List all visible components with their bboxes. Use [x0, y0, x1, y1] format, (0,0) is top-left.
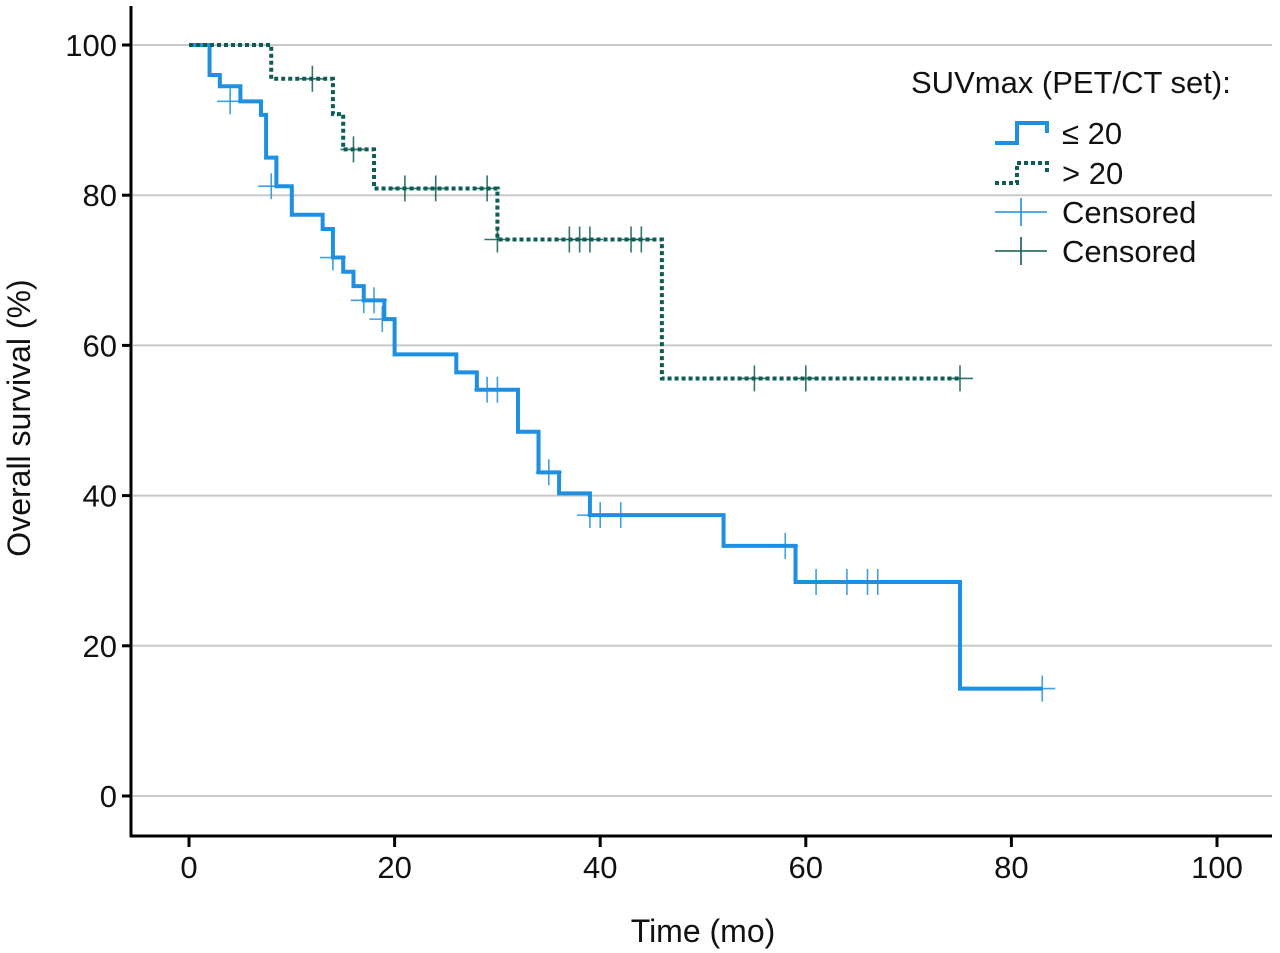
legend-censor-label-1: Censored — [1062, 195, 1196, 230]
legend-label-1: ≤ 20 — [1062, 116, 1122, 151]
x-tick-label-40: 40 — [583, 850, 617, 885]
censor-mark — [361, 287, 388, 314]
legend-swatch-1 — [995, 121, 1049, 145]
censor-mark — [628, 226, 655, 253]
series — [189, 43, 1056, 702]
censor-mark — [607, 502, 634, 529]
censor-mark — [474, 175, 501, 202]
censor-mark — [299, 65, 326, 92]
censor-mark — [576, 226, 603, 253]
legend-items: ≤ 20 > 20 Censored Censored — [995, 116, 1196, 269]
legend-item-1: ≤ 20 — [995, 116, 1122, 151]
y-axis-title: Overall survival (%) — [1, 279, 37, 556]
legend-censor-item-2: Censored — [995, 234, 1196, 269]
censor-mark — [772, 532, 799, 559]
censor-mark — [741, 365, 768, 392]
x-tick-label-20: 20 — [377, 850, 411, 885]
censor-mark — [258, 173, 285, 200]
legend-censor-label-2: Censored — [1062, 234, 1196, 269]
survival-curve-1 — [189, 43, 1043, 691]
censor-mark — [484, 376, 511, 403]
x-tick-label-0: 0 — [180, 850, 197, 885]
censor-mark — [792, 365, 819, 392]
legend-item-2: > 20 — [995, 156, 1123, 191]
series-1 — [189, 43, 1056, 702]
legend-label-2: > 20 — [1062, 156, 1123, 191]
axes — [129, 6, 1272, 838]
y-tick-label-20: 20 — [83, 629, 117, 664]
legend-swatch-2 — [995, 161, 1049, 185]
censor-mark — [217, 88, 244, 115]
legend-censor-item-1: Censored — [995, 195, 1196, 230]
legend: SUVmax (PET/CT set): ≤ 20 > 20 Censored Cen… — [911, 65, 1231, 269]
gridlines — [133, 44, 1272, 797]
censor-mark — [391, 175, 418, 202]
y-tick-label-60: 60 — [83, 328, 117, 363]
x-tick-label-60: 60 — [789, 850, 823, 885]
x-axis-title: Time (mo) — [631, 913, 776, 949]
censor-mark — [340, 136, 367, 163]
censor-mark — [319, 244, 346, 271]
x-tick-label-80: 80 — [994, 850, 1028, 885]
censor-mark — [1029, 675, 1056, 702]
y-tick-label-40: 40 — [83, 479, 117, 514]
y-tick-label-80: 80 — [83, 178, 117, 213]
censor-mark — [864, 568, 891, 595]
censor-mark — [484, 226, 511, 253]
censor-mark — [535, 459, 562, 486]
censor-mark — [947, 365, 973, 392]
y-tick-label-100: 100 — [65, 28, 117, 63]
ticks: 0 20 40 60 80 100 0 20 40 60 80 100 — [65, 28, 1243, 885]
censor-mark — [422, 175, 449, 202]
x-tick-label-100: 100 — [1191, 850, 1243, 885]
series-2 — [189, 43, 973, 392]
survival-curve-2 — [189, 43, 960, 381]
legend-title: SUVmax (PET/CT set): — [911, 65, 1231, 100]
y-tick-label-0: 0 — [100, 779, 117, 814]
censor-mark — [369, 306, 396, 333]
censor-mark — [803, 568, 830, 595]
